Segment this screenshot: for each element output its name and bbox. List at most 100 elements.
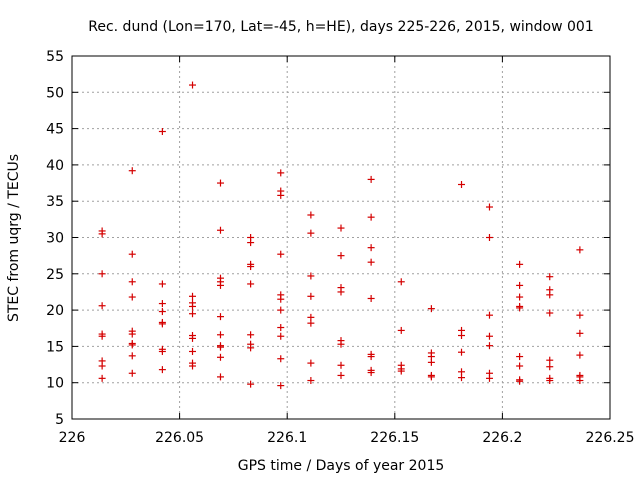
data-point-marker — [158, 366, 166, 374]
data-point-marker — [307, 319, 315, 327]
data-point-marker — [277, 169, 285, 177]
x-tick-label: 226 — [59, 430, 86, 446]
data-point-marker — [516, 293, 524, 301]
x-tick-label: 226.25 — [586, 430, 635, 446]
data-point-marker — [247, 280, 255, 288]
data-point-marker — [277, 295, 285, 303]
data-point-marker — [546, 273, 554, 281]
data-point-marker — [307, 272, 315, 280]
data-point-marker — [546, 356, 554, 364]
data-point-marker — [98, 332, 106, 340]
data-point-marker — [128, 330, 136, 338]
data-point-marker — [247, 344, 255, 352]
data-point-marker — [485, 332, 493, 340]
data-point-marker — [307, 377, 315, 385]
axis-tick-labels: 226 226.05 226.1 226.15 226.2 226.25 5 10 15 20 25… — [46, 49, 634, 446]
data-point-marker — [485, 342, 493, 350]
chart-title: Rec. dund (Lon=170, Lat=-45, h=HE), days… — [88, 19, 594, 35]
data-point-marker — [576, 329, 584, 337]
data-point-marker — [427, 305, 435, 313]
data-point-marker — [189, 302, 197, 310]
data-point-marker — [307, 292, 315, 300]
data-point-marker — [216, 281, 224, 289]
y-tick-label: 50 — [46, 85, 64, 101]
data-point-marker — [576, 377, 584, 385]
y-tick-label: 20 — [46, 303, 64, 319]
data-point-marker — [367, 258, 375, 266]
data-point-marker — [367, 175, 375, 183]
data-point-marker — [458, 374, 466, 382]
data-point-marker — [337, 371, 345, 379]
data-point-marker — [576, 246, 584, 254]
y-tick-label: 15 — [46, 339, 64, 355]
data-point-marker — [337, 340, 345, 348]
data-point-marker — [128, 250, 136, 258]
data-point-marker — [98, 362, 106, 370]
data-point-marker — [277, 306, 285, 314]
data-point-marker — [158, 308, 166, 316]
data-point-marker — [458, 348, 466, 356]
data-point-marker — [576, 311, 584, 319]
data-point-marker — [216, 179, 224, 187]
data-point-marker — [216, 373, 224, 381]
data-point-marker — [247, 239, 255, 247]
data-point-marker — [189, 81, 197, 89]
data-point-marker — [307, 211, 315, 219]
data-point-marker — [128, 293, 136, 301]
data-point-marker — [546, 291, 554, 299]
data-point-marker — [337, 224, 345, 232]
data-point-marker — [367, 244, 375, 252]
data-point-marker — [516, 377, 524, 385]
y-tick-label: 45 — [46, 122, 64, 138]
grid-lines — [72, 56, 610, 419]
data-point-marker — [98, 270, 106, 278]
data-point-marker — [128, 278, 136, 286]
data-point-marker — [277, 382, 285, 390]
y-tick-label: 40 — [46, 158, 64, 174]
data-point-marker — [189, 362, 197, 370]
data-point-marker — [189, 292, 197, 300]
data-point-marker — [397, 326, 405, 334]
y-tick-label: 35 — [46, 194, 64, 210]
data-point-marker — [98, 302, 106, 310]
data-point-marker — [247, 380, 255, 388]
data-point-marker — [427, 373, 435, 381]
x-tick-label: 226.15 — [370, 430, 419, 446]
data-point-marker — [397, 367, 405, 375]
data-point-marker — [367, 369, 375, 377]
data-point-marker — [367, 213, 375, 221]
data-point-marker — [516, 362, 524, 370]
data-point-marker — [98, 230, 106, 238]
data-point-marker — [427, 358, 435, 366]
data-point-marker — [189, 310, 197, 318]
data-point-marker — [277, 332, 285, 340]
data-point-marker — [485, 311, 493, 319]
data-point-marker — [189, 334, 197, 342]
data-point-marker — [458, 332, 466, 340]
data-point-marker — [367, 294, 375, 302]
data-point-marker — [277, 191, 285, 199]
data-point-marker — [546, 377, 554, 385]
data-point-marker — [158, 280, 166, 288]
y-axis-label: STEC from uqrg / TECUs — [6, 154, 22, 322]
data-point-marker — [337, 288, 345, 296]
data-point-marker — [307, 229, 315, 237]
data-point-marker — [458, 181, 466, 189]
data-point-marker — [216, 313, 224, 321]
data-point-marker — [277, 250, 285, 258]
data-point-marker — [277, 355, 285, 363]
data-point-marker — [216, 226, 224, 234]
x-tick-label: 226.2 — [482, 430, 522, 446]
data-point-marker — [516, 281, 524, 289]
data-point-marker — [546, 363, 554, 371]
data-point-marker — [307, 359, 315, 367]
data-point-marker — [158, 320, 166, 328]
x-axis-label: GPS time / Days of year 2015 — [238, 458, 445, 474]
data-point-marker — [189, 347, 197, 355]
data-points — [98, 81, 584, 390]
data-point-marker — [216, 343, 224, 351]
y-tick-label: 55 — [46, 49, 64, 65]
data-point-marker — [485, 374, 493, 382]
y-tick-label: 25 — [46, 267, 64, 283]
